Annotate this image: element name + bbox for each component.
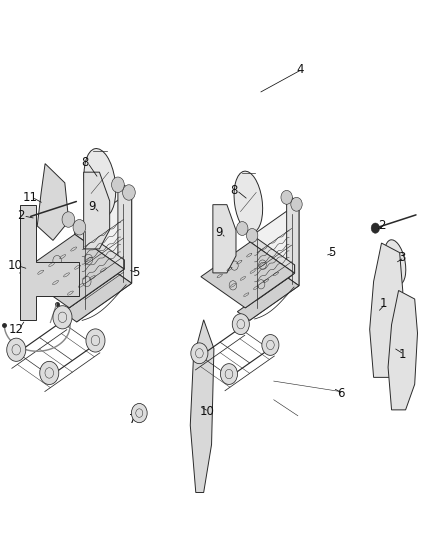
Polygon shape [118, 181, 132, 284]
Polygon shape [250, 203, 299, 320]
Polygon shape [63, 273, 132, 322]
Circle shape [247, 229, 258, 243]
Text: 2: 2 [378, 220, 386, 232]
Ellipse shape [84, 149, 116, 217]
Polygon shape [84, 172, 110, 249]
Circle shape [112, 177, 124, 192]
Polygon shape [75, 225, 124, 269]
Circle shape [131, 403, 147, 423]
Polygon shape [201, 242, 295, 308]
Text: 10: 10 [199, 405, 214, 418]
Circle shape [73, 220, 86, 235]
Polygon shape [370, 243, 403, 377]
Text: 6: 6 [337, 387, 345, 400]
Text: 11: 11 [22, 191, 37, 204]
Text: 1: 1 [379, 297, 387, 310]
Polygon shape [20, 205, 79, 320]
Circle shape [26, 211, 35, 222]
Polygon shape [77, 191, 132, 322]
Text: 9: 9 [215, 227, 223, 239]
Circle shape [53, 306, 72, 329]
Polygon shape [250, 233, 295, 273]
Text: 2: 2 [17, 209, 25, 222]
Text: 7: 7 [128, 413, 136, 426]
Polygon shape [190, 320, 214, 492]
Text: 9: 9 [88, 200, 96, 213]
Circle shape [86, 329, 105, 352]
Polygon shape [237, 277, 299, 320]
Circle shape [191, 343, 208, 364]
Circle shape [123, 185, 135, 200]
Polygon shape [245, 265, 295, 308]
Text: 5: 5 [132, 266, 139, 279]
Polygon shape [213, 205, 236, 273]
Ellipse shape [385, 240, 406, 285]
Circle shape [291, 197, 302, 211]
Ellipse shape [234, 171, 263, 233]
Text: 3: 3 [399, 251, 406, 264]
Circle shape [62, 212, 75, 227]
Text: 8: 8 [231, 184, 238, 197]
Circle shape [237, 222, 248, 236]
Circle shape [281, 190, 292, 204]
Text: 8: 8 [82, 156, 89, 169]
Polygon shape [37, 164, 69, 240]
Polygon shape [69, 260, 124, 308]
Circle shape [232, 314, 249, 335]
Polygon shape [388, 290, 417, 410]
Text: 5: 5 [328, 246, 336, 259]
Polygon shape [20, 235, 124, 308]
Polygon shape [286, 194, 299, 286]
Circle shape [220, 364, 237, 384]
Circle shape [7, 338, 26, 361]
Text: 4: 4 [296, 63, 304, 76]
Circle shape [371, 223, 380, 233]
Circle shape [40, 361, 59, 384]
Text: 10: 10 [8, 259, 23, 272]
Text: 12: 12 [9, 323, 24, 336]
Circle shape [262, 335, 279, 356]
Text: 1: 1 [398, 348, 406, 361]
